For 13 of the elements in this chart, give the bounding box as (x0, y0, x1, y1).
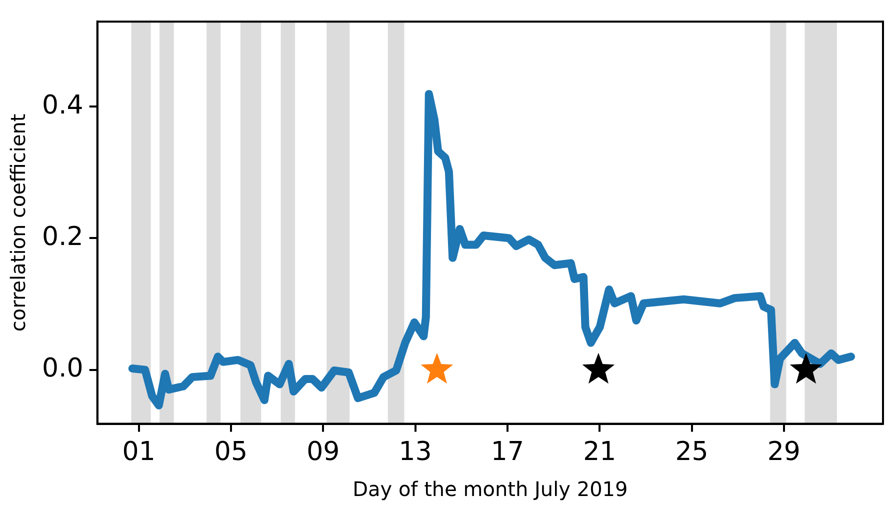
y-tick-label: 0.0 (42, 354, 84, 384)
y-tick-label: 0.4 (42, 90, 84, 120)
x-tick-label: 09 (306, 437, 340, 468)
x-tick-label: 29 (767, 437, 800, 468)
x-axis-title: Day of the month July 2019 (352, 477, 628, 502)
x-tick-label: 13 (398, 437, 432, 468)
y-tick-label: 0.2 (42, 222, 84, 252)
x-tick-label: 21 (583, 437, 616, 468)
x-tick-label: 01 (122, 437, 156, 468)
x-tick-label: 25 (675, 437, 708, 468)
x-tick-label: 05 (214, 437, 248, 468)
y-axis-title: correlation coefficient (6, 114, 30, 332)
x-tick-label: 17 (490, 437, 524, 468)
